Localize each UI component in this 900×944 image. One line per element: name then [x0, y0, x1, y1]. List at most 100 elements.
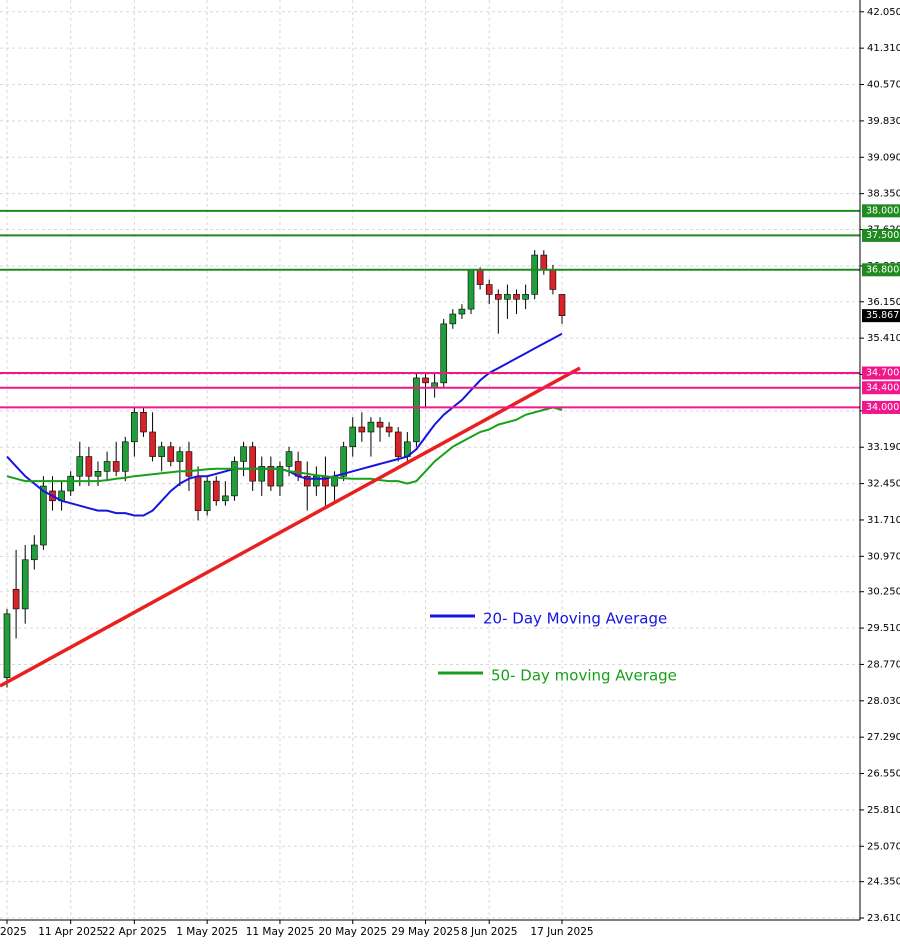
y-tick-label: 28.030 — [867, 696, 900, 707]
candle-body — [30, 544, 38, 561]
last-price-label: 35.867 — [866, 310, 899, 321]
candle-body — [549, 269, 557, 290]
x-tick-label: 20 May 2025 — [319, 926, 387, 938]
candle-body — [340, 446, 347, 477]
y-tick-label: 36.150 — [867, 297, 900, 308]
y-tick-label: 25.810 — [867, 805, 900, 816]
candle-body — [303, 475, 311, 487]
candle-body — [558, 294, 566, 316]
candle-body — [358, 426, 366, 433]
x-tick-label: 1 May 2025 — [176, 926, 238, 938]
candle-body — [313, 475, 320, 487]
candle-body — [449, 313, 457, 325]
candle-body — [231, 461, 238, 497]
level-label: 36.800 — [866, 264, 899, 275]
candle-body — [285, 451, 293, 467]
candle-body — [476, 269, 484, 285]
candle-body — [249, 446, 256, 482]
level-label: 38.000 — [866, 205, 899, 216]
level-label: 34.700 — [866, 368, 899, 379]
grid — [0, 0, 860, 920]
candle-body — [258, 466, 266, 482]
level-label: 37.500 — [866, 230, 899, 241]
candle-body — [540, 254, 548, 271]
level-label: 34.400 — [866, 382, 899, 393]
x-tick-label: 29 May 2025 — [391, 926, 459, 938]
candle-body — [131, 412, 138, 443]
legend-label: 50- Day moving Average — [491, 667, 677, 685]
y-tick-label: 30.250 — [867, 587, 900, 598]
y-tick-label: 38.350 — [867, 189, 900, 200]
candle-body — [167, 446, 175, 462]
candle-body — [522, 294, 529, 300]
x-tick-label: 11 May 2025 — [246, 926, 314, 938]
candle-body — [94, 471, 102, 477]
y-tick-label: 39.830 — [867, 116, 900, 127]
candle-body — [112, 461, 120, 472]
candle-body — [385, 426, 393, 433]
x-tick-label: 2025 — [0, 926, 27, 938]
candle-body — [185, 451, 193, 477]
x-tick-label: 17 Jun 2025 — [530, 926, 593, 938]
candle-body — [176, 451, 184, 462]
level-label-box — [862, 366, 900, 380]
candle-body — [276, 466, 284, 487]
candle-body — [21, 559, 29, 610]
candle-body — [240, 446, 247, 462]
y-tick-label: 25.070 — [867, 841, 900, 852]
candle-body — [422, 377, 429, 384]
candle-body — [267, 466, 275, 487]
candle-body — [440, 323, 448, 384]
candle-body — [367, 421, 375, 433]
x-tick-label: 22 Apr 2025 — [102, 926, 167, 938]
y-tick-label: 35.410 — [867, 333, 900, 344]
candle-body — [495, 294, 502, 300]
candle-body — [513, 294, 520, 300]
level-label-box — [862, 400, 900, 414]
candle-body — [140, 412, 147, 433]
y-tick-label: 42.050 — [867, 7, 900, 18]
y-tick-label: 32.450 — [867, 479, 900, 490]
candle-body — [12, 588, 20, 610]
moving-average-line — [6, 406, 563, 485]
candle-body — [40, 485, 47, 546]
overlay: 20- Day Moving Average 50- Day moving Ave… — [0, 209, 860, 685]
candle-body — [103, 461, 111, 472]
candle-body — [349, 426, 357, 448]
candle-body — [212, 480, 220, 502]
y-tick-label: 26.550 — [867, 769, 900, 780]
y-tick-label: 31.710 — [867, 515, 900, 526]
y-tick-label: 40.570 — [867, 80, 900, 91]
level-label-box — [862, 263, 900, 277]
y-tick-label: 23.610 — [867, 913, 900, 924]
candle-body — [149, 431, 156, 457]
level-label: 34.000 — [866, 402, 899, 413]
candle-body — [504, 294, 511, 300]
y-tick-label: 30.970 — [867, 551, 900, 562]
trend-line — [0, 366, 581, 688]
level-label-box — [862, 381, 900, 395]
candle-body — [413, 377, 420, 443]
plot — [3, 250, 566, 688]
y-tick-label: 41.310 — [867, 43, 900, 54]
candle-body — [394, 431, 402, 457]
y-tick-label: 39.090 — [867, 152, 900, 163]
candle-body — [85, 456, 93, 477]
y-tick-label: 27.290 — [867, 732, 900, 743]
y-tick-label: 33.190 — [867, 442, 900, 453]
candle-body — [3, 613, 11, 679]
legend-label: 20- Day Moving Average — [483, 610, 667, 628]
level-label-box — [862, 228, 900, 242]
candle-body — [158, 446, 165, 457]
candle-body — [194, 475, 202, 511]
axis-labels: 42.05041.31040.57039.83039.09038.35037.6… — [0, 7, 900, 938]
candle-body — [67, 475, 74, 492]
y-tick-label: 29.510 — [867, 623, 900, 634]
candle-body — [467, 269, 475, 310]
candle-body — [376, 421, 384, 428]
candle-body — [485, 284, 493, 295]
candle-body — [203, 480, 211, 511]
candle-body — [531, 254, 539, 295]
